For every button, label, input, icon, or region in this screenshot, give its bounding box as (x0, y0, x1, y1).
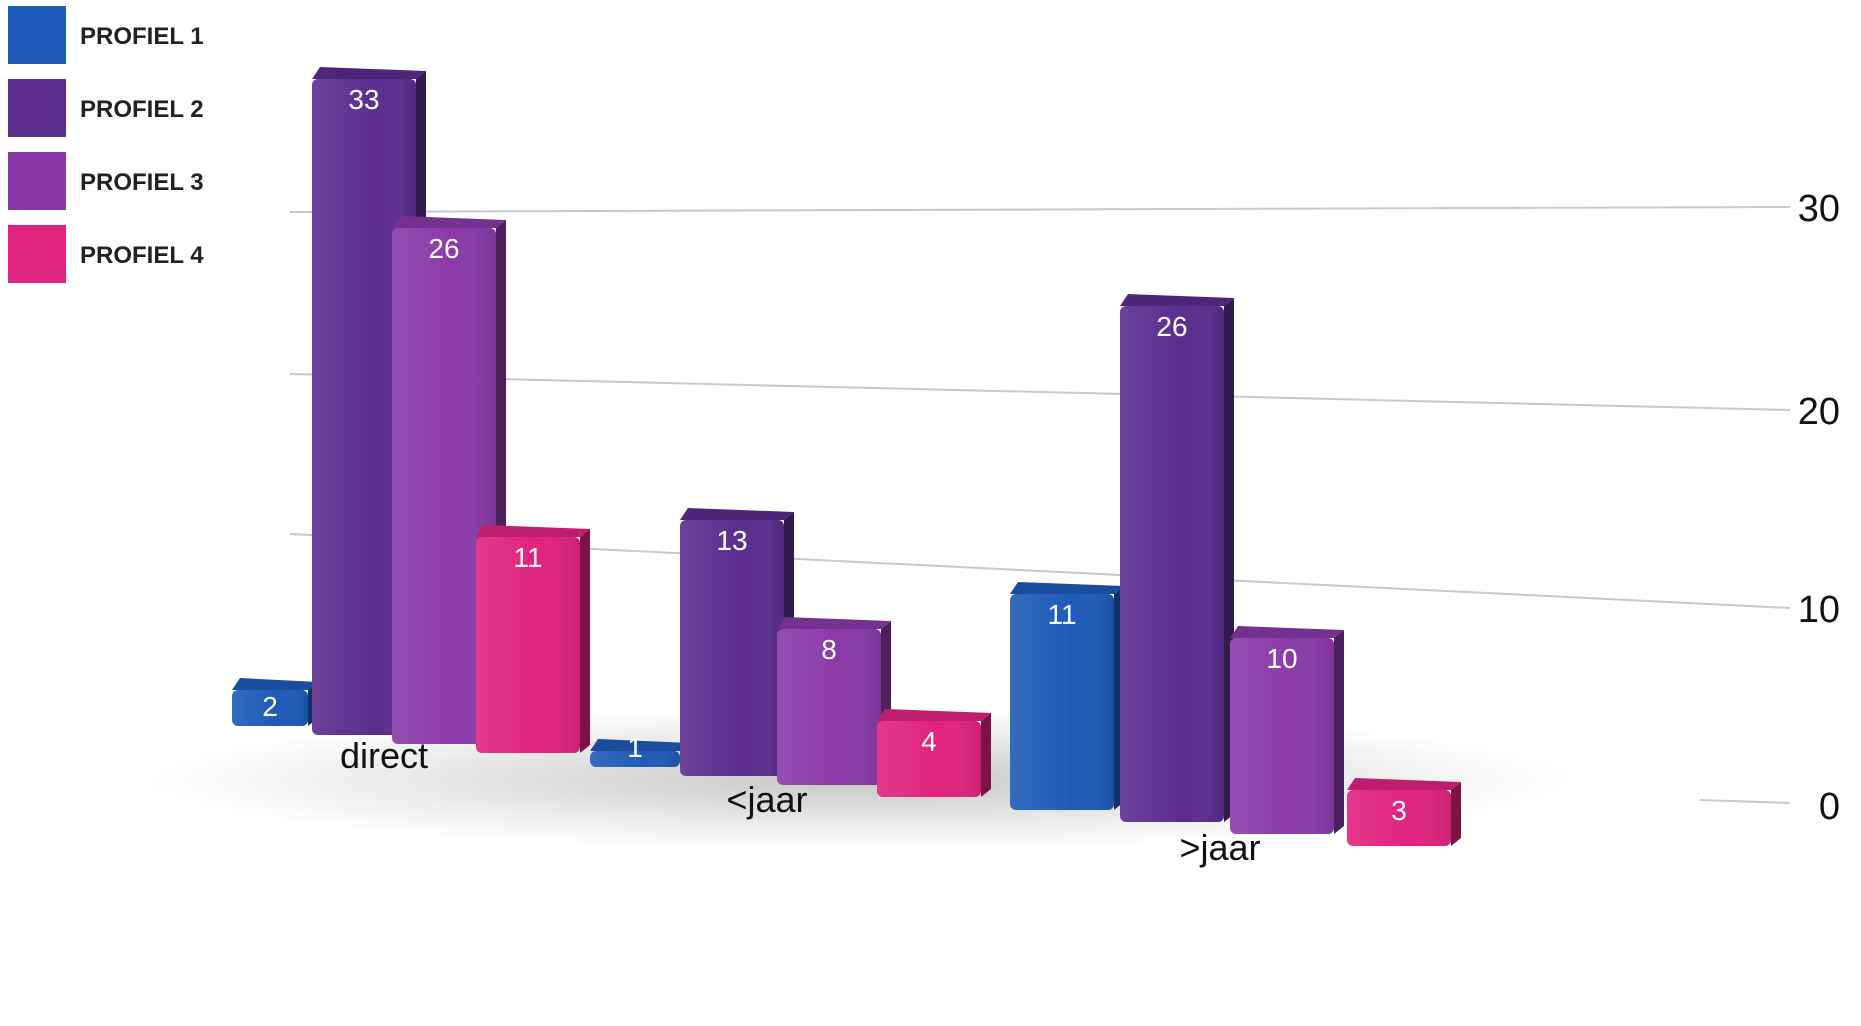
gridline (289, 373, 1791, 411)
bar-shine (1347, 790, 1451, 846)
labels: 01020302332611113841126103direct<jaar>ja… (262, 84, 1840, 868)
bar-shine (590, 751, 680, 767)
bar-profiel-2-1 (680, 508, 794, 776)
bar-shine (680, 520, 784, 776)
legend-label: PROFIEL 4 (80, 242, 204, 269)
bar-shine (877, 721, 981, 797)
bar-shine (312, 79, 416, 735)
data-label: 11 (1047, 599, 1076, 630)
y-tick-label: 10 (1798, 589, 1840, 631)
bar-top (1120, 294, 1234, 306)
bar-top (1010, 582, 1124, 594)
bar-top (590, 739, 690, 751)
bar-top (476, 525, 590, 537)
bar-profiel-4-2 (1347, 778, 1461, 846)
legend-swatch (8, 6, 66, 64)
bar-shine (1010, 594, 1114, 810)
bar-side (1334, 630, 1344, 834)
bar-shine (476, 537, 580, 753)
bar-shine (232, 690, 308, 726)
bars (232, 67, 1461, 846)
legend-label: PROFIEL 3 (80, 169, 204, 196)
bar-top (877, 709, 991, 721)
bar-top (1230, 626, 1344, 638)
legend-label: PROFIEL 1 (80, 23, 204, 50)
bar-top (392, 216, 506, 228)
bar-side (1451, 782, 1461, 846)
data-label: 10 (1266, 643, 1297, 674)
bar-shine (1120, 306, 1224, 822)
bar-top (777, 617, 891, 629)
data-label: 13 (716, 525, 747, 556)
data-label: 26 (1156, 311, 1187, 342)
category-label: <jaar (726, 779, 807, 820)
bar-profiel-4-1 (877, 709, 991, 797)
data-label: 26 (428, 233, 459, 264)
data-label: 1 (627, 732, 643, 763)
legend-swatch (8, 152, 66, 210)
bar-profiel-1-0 (232, 678, 318, 726)
data-label: 8 (821, 634, 837, 665)
bar-top (312, 67, 426, 79)
bar-top (680, 508, 794, 520)
data-label: 3 (1391, 795, 1407, 826)
bar-shine (392, 228, 496, 744)
bar-profiel-3-2 (1230, 626, 1344, 834)
bar-shine (777, 629, 881, 785)
bar-side (580, 529, 590, 753)
y-tick-label: 0 (1819, 786, 1840, 828)
bar-side (981, 713, 991, 797)
data-label: 33 (348, 84, 379, 115)
legend: PROFIEL 1 PROFIEL 2 PROFIEL 3 PROFIEL 4 (8, 6, 204, 283)
bar-profiel-2-2 (1120, 294, 1234, 822)
legend-swatch (8, 225, 66, 283)
y-tick-label: 20 (1798, 391, 1840, 433)
legend-swatch (8, 79, 66, 137)
bar-shine (1230, 638, 1334, 834)
data-label: 2 (262, 691, 278, 722)
bar-top (1347, 778, 1461, 790)
bar-top (232, 678, 318, 690)
bar-profiel-3-0 (392, 216, 506, 744)
y-tick-label: 30 (1798, 188, 1840, 230)
baseline (1699, 799, 1791, 804)
category-label: direct (340, 735, 428, 776)
legend-label: PROFIEL 2 (80, 96, 204, 123)
data-label: 4 (921, 726, 937, 757)
bar-profiel-4-0 (476, 525, 590, 753)
category-label: >jaar (1179, 827, 1260, 868)
gridline (289, 206, 1791, 213)
data-label: 11 (513, 542, 542, 573)
